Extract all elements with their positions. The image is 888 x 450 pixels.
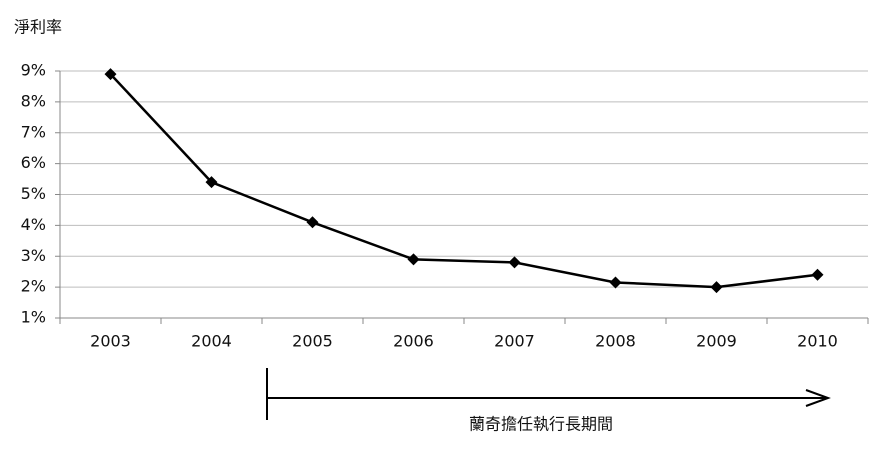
chart-title: 淨利率 [14,18,62,37]
x-tick-label: 2010 [797,332,838,351]
x-tick-label: 2007 [494,332,535,351]
y-tick-label: 4% [21,215,46,234]
y-tick-label: 1% [21,308,46,327]
y-tick-label: 5% [21,184,46,203]
y-tick-label: 2% [21,277,46,296]
x-tick-label: 2006 [393,332,434,351]
marker [710,281,723,294]
y-tick-label: 9% [21,61,46,80]
marker [104,68,117,81]
marker [811,268,824,281]
y-tick-label: 7% [21,122,46,141]
y-tick-label: 6% [21,153,46,172]
y-tick-label: 3% [21,246,46,265]
x-tick-label: 2008 [595,332,636,351]
arrow-head [805,389,831,407]
x-tick-label: 2003 [90,332,131,351]
marker [609,276,622,289]
marker [306,216,319,229]
annotation: 蘭奇擔任執行長期間 [469,415,613,434]
x-tick-label: 2009 [696,332,737,351]
x-tick-label: 2005 [292,332,333,351]
marker [508,256,521,269]
marker [407,253,420,266]
line [109,73,818,289]
y-tick-label: 8% [21,91,46,110]
x-tick-label: 2004 [191,332,232,351]
marker [205,176,218,189]
